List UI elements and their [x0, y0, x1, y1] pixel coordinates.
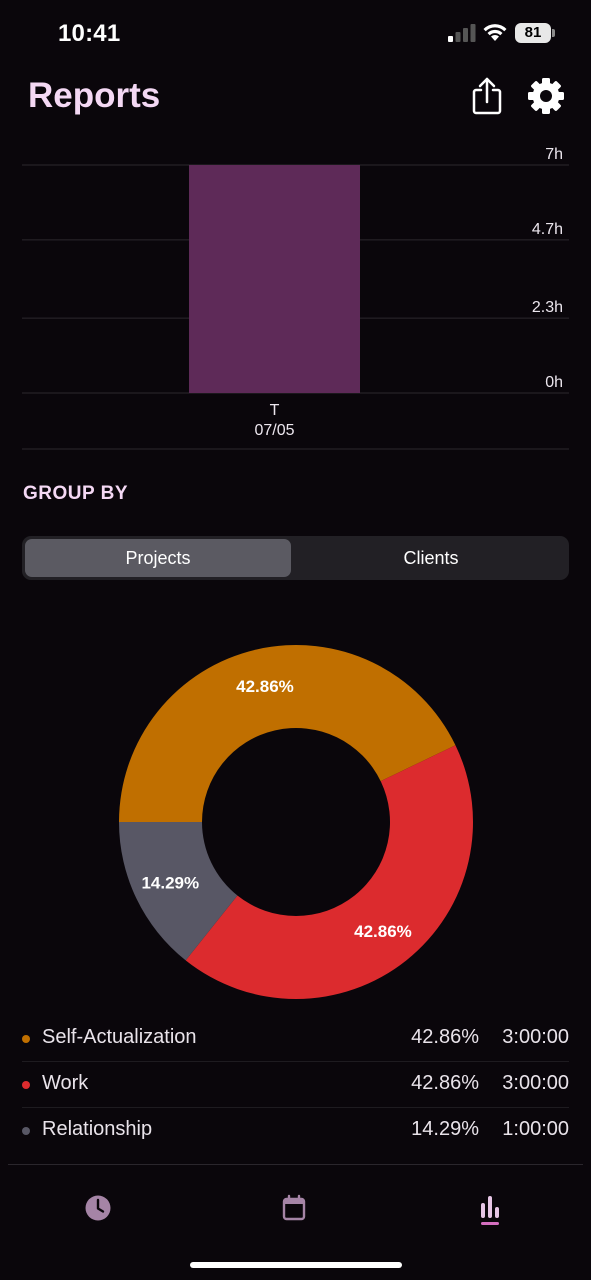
y-tick-label: 2.3h — [532, 299, 563, 316]
home-indicator — [190, 1262, 402, 1268]
legend-percent: 14.29% — [411, 1118, 479, 1140]
bar-day[interactable] — [189, 165, 360, 393]
battery-tip — [552, 29, 555, 37]
page-title: Reports — [28, 76, 161, 115]
bar-chart-icon — [481, 1196, 499, 1225]
share-button[interactable] — [470, 76, 504, 116]
legend-duration: 3:00:00 — [502, 1072, 569, 1094]
donut-slice-label: 14.29% — [141, 874, 199, 893]
battery-level: 81 — [524, 24, 542, 41]
status-bar: 10:41 81 — [0, 0, 591, 66]
legend-duration: 1:00:00 — [502, 1118, 569, 1140]
legend-project-name: Work — [42, 1072, 89, 1094]
legend-row-work[interactable]: Work 42.86% 3:00:00 — [22, 1062, 569, 1108]
y-tick-label: 4.7h — [532, 221, 563, 238]
daily-hours-chart: 7h 4.7h 2.3h 0h T 07/05 — [22, 140, 569, 452]
x-tick-day: T — [270, 402, 280, 419]
gear-icon — [528, 78, 564, 114]
tab-timer[interactable] — [78, 1190, 118, 1230]
status-time: 10:41 — [58, 20, 121, 47]
legend-percent: 42.86% — [411, 1072, 479, 1094]
calendar-icon — [282, 1194, 306, 1221]
legend-color-dot — [22, 1127, 30, 1135]
group-by-segmented-control: Projects Clients — [22, 536, 569, 580]
donut-slice-label: 42.86% — [236, 677, 294, 696]
donut-slice-label: 42.86% — [354, 922, 412, 941]
bar-chart-svg: 7h 4.7h 2.3h 0h T 07/05 — [22, 146, 569, 450]
donut-slice-work[interactable] — [185, 745, 473, 999]
legend-percent: 42.86% — [411, 1026, 479, 1048]
y-tick-label: 7h — [545, 146, 563, 163]
group-by-label: GROUP BY — [23, 483, 129, 504]
segment-projects[interactable]: Projects — [25, 539, 291, 577]
legend-color-dot — [22, 1081, 30, 1089]
projects-donut-chart: 42.86% 42.86% 14.29% — [118, 644, 474, 1000]
tab-bar-divider — [8, 1164, 583, 1165]
donut-chart-svg: 42.86% 42.86% 14.29% — [119, 645, 473, 999]
wifi-icon — [483, 24, 507, 41]
donut-slice-self-actualization[interactable] — [119, 645, 456, 822]
legend-project-name: Self-Actualization — [42, 1026, 197, 1048]
legend-row-relationship[interactable]: Relationship 14.29% 1:00:00 — [22, 1108, 569, 1154]
tab-calendar[interactable] — [274, 1190, 314, 1230]
tab-reports[interactable] — [472, 1190, 512, 1230]
legend-project-name: Relationship — [42, 1118, 153, 1140]
battery-indicator: 81 — [515, 23, 555, 43]
y-tick-label: 0h — [545, 374, 563, 391]
project-legend: Self-Actualization 42.86% 3:00:00 Work 4… — [22, 1016, 569, 1154]
segment-clients[interactable]: Clients — [403, 548, 459, 568]
share-icon — [472, 77, 502, 115]
legend-row-self-actualization[interactable]: Self-Actualization 42.86% 3:00:00 — [22, 1016, 569, 1062]
legend-color-dot — [22, 1035, 30, 1043]
battery-icon — [515, 23, 551, 43]
cellular-signal-icon — [448, 24, 476, 42]
x-tick-date: 07/05 — [254, 422, 294, 439]
clock-icon — [85, 1195, 111, 1221]
donut-slice-relationship[interactable] — [119, 822, 238, 961]
legend-duration: 3:00:00 — [502, 1026, 569, 1048]
settings-button[interactable] — [527, 77, 565, 115]
